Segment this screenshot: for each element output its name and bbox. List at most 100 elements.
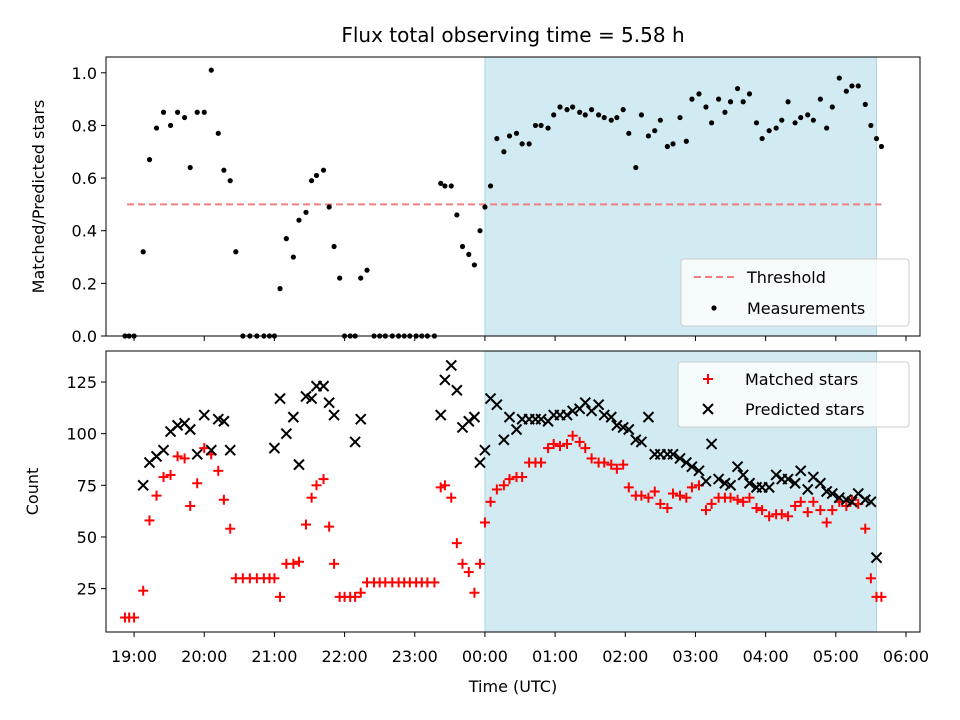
measurement-point <box>608 117 614 123</box>
x-tick-label: 20:00 <box>181 647 227 666</box>
matched-star-point <box>543 443 554 454</box>
legend-measurements-label: Measurements <box>747 299 865 318</box>
measurement-point <box>810 117 816 123</box>
measurement-point <box>798 114 804 121</box>
predicted-star-point <box>218 415 230 427</box>
matched-star-point <box>491 484 502 495</box>
matched-star-point <box>783 511 794 522</box>
matched-star-point <box>757 505 768 516</box>
predicted-star-point <box>293 458 305 471</box>
measurement-point <box>181 114 188 121</box>
predicted-star-point <box>814 477 827 489</box>
matched-star-point <box>738 496 749 507</box>
predicted-star-point <box>705 438 718 450</box>
matched-star-point <box>185 500 196 511</box>
matched-star-point <box>172 451 183 462</box>
predicted-star-point <box>191 448 203 461</box>
matched-star-point <box>764 511 775 522</box>
matched-star-point <box>138 585 149 596</box>
measurement-point <box>233 249 239 255</box>
measurement-point <box>320 167 327 173</box>
top-y-tick-label: 0.8 <box>72 116 97 135</box>
measurement-point <box>829 104 835 110</box>
top-axes-frame <box>105 56 921 337</box>
matched-star-point <box>350 591 361 602</box>
measurement-point <box>513 130 520 136</box>
matched-star-point <box>555 441 566 452</box>
matched-star-point <box>667 488 678 499</box>
measurement-point <box>683 138 689 144</box>
x-tick-label: 00:00 <box>462 647 508 666</box>
matched-star-point <box>288 558 299 569</box>
matched-star-point <box>649 486 660 497</box>
top-y-axis-label: Matched/Predicted stars <box>29 100 48 294</box>
measurement-point <box>494 135 500 142</box>
predicted-star-point <box>328 409 340 421</box>
matched-star-point <box>165 469 176 480</box>
measurement-point <box>878 143 885 150</box>
measurement-point <box>545 125 551 131</box>
matched-star-point <box>623 482 634 493</box>
matched-star-point <box>129 612 140 623</box>
measurement-point <box>187 164 193 171</box>
measurement-point <box>766 128 772 134</box>
predicted-star-point <box>171 419 184 432</box>
matched-star-point <box>580 443 591 454</box>
predicted-star-point <box>605 411 617 423</box>
predicted-star-point <box>737 469 749 481</box>
measurement-point <box>805 112 811 118</box>
predicted-star-point <box>870 551 883 564</box>
predicted-star-point <box>305 392 318 405</box>
top-y-tick-label: 1.0 <box>72 64 97 83</box>
measurement-point <box>477 228 483 234</box>
matched-star-point <box>815 505 826 516</box>
matched-star-point <box>324 521 335 532</box>
bottom-y-axis-label: Count <box>23 468 42 516</box>
predicted-star-point <box>770 469 782 481</box>
matched-star-point <box>655 498 666 509</box>
measurement-point <box>577 109 583 115</box>
matched-star-point <box>643 492 654 503</box>
measurement-point <box>487 183 494 189</box>
matched-star-point <box>536 457 547 468</box>
predicted-star-point <box>802 483 814 496</box>
predicted-star-point <box>445 359 457 372</box>
measurement-point <box>466 251 472 258</box>
measurement-point <box>753 120 760 126</box>
top-panel: 0.0 0.2 0.4 0.6 0.8 1.0 Matched/Predicted sta… <box>29 56 921 346</box>
predicted-star-point <box>635 436 648 448</box>
predicted-stars-points <box>137 359 883 564</box>
predicted-star-point <box>846 496 858 508</box>
x-axis-label: Time (UTC) <box>468 677 557 696</box>
measurement-point <box>601 114 607 121</box>
bottom-x-ticks: 19:00 20:00 21:00 22:00 23:00 00:00 01:00 02:00… <box>111 632 929 666</box>
matched-star-point <box>562 438 573 449</box>
measurement-point <box>167 122 174 129</box>
matched-star-point <box>776 509 787 520</box>
measurement-point <box>689 96 695 102</box>
measurement-point <box>358 275 364 281</box>
measurement-point <box>201 109 207 115</box>
x-tick-label: 06:00 <box>883 647 929 666</box>
bottom-y-tick-label: 25 <box>77 580 97 599</box>
bottom-y-tick-label: 100 <box>66 425 97 444</box>
matched-star-point <box>311 480 322 491</box>
matched-star-point <box>329 558 340 569</box>
measurement-point <box>438 180 444 186</box>
matched-star-point <box>681 492 692 503</box>
measurement-point <box>153 125 160 131</box>
matched-star-point <box>700 505 711 516</box>
measurement-point <box>843 88 849 94</box>
predicted-star-point <box>794 465 807 477</box>
predicted-star-point <box>535 413 547 425</box>
matched-star-point <box>439 480 450 491</box>
matched-star-point <box>158 472 169 483</box>
top-y-tick-label: 0.0 <box>72 327 97 346</box>
measurement-point <box>862 101 868 107</box>
measurement-point <box>506 133 513 139</box>
legend-matched-label: Matched stars <box>745 370 858 389</box>
predicted-star-point <box>782 473 794 485</box>
predicted-star-point <box>463 415 475 427</box>
measurement-point <box>824 125 830 131</box>
measurement-point <box>364 267 370 273</box>
